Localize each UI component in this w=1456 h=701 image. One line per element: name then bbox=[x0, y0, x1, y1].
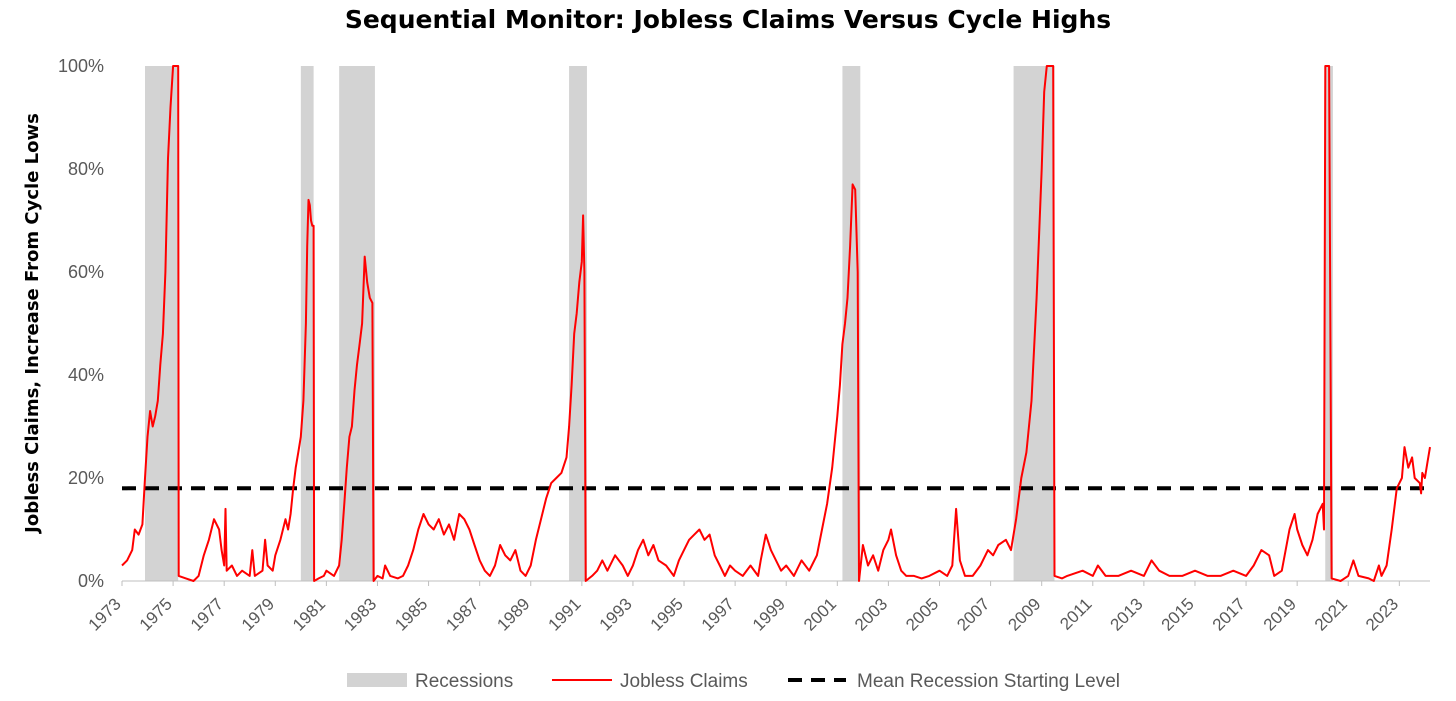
recession-band-5 bbox=[1013, 66, 1055, 581]
x-tick-label-20: 2013 bbox=[1107, 594, 1147, 634]
recession-bands bbox=[144, 66, 1333, 581]
x-tick-label-12: 1997 bbox=[698, 594, 738, 634]
x-tick-label-23: 2019 bbox=[1260, 594, 1300, 634]
x-tick-label-3: 1979 bbox=[238, 594, 278, 634]
y-tick-label-1: 20% bbox=[68, 468, 104, 488]
recession-band-0 bbox=[144, 66, 179, 581]
y-tick-label-0: 0% bbox=[78, 571, 104, 591]
legend: Recessions Jobless Claims Mean Recession… bbox=[347, 671, 1120, 692]
x-tick-label-17: 2007 bbox=[953, 594, 993, 634]
recession-band-3 bbox=[569, 66, 587, 581]
x-tick-label-5: 1983 bbox=[340, 594, 380, 634]
x-tick-label-8: 1989 bbox=[493, 594, 533, 634]
x-tick-label-19: 2011 bbox=[1056, 594, 1095, 633]
y-tick-label-5: 100% bbox=[58, 56, 104, 76]
x-tick-label-21: 2015 bbox=[1158, 594, 1198, 634]
x-tick-label-25: 2023 bbox=[1362, 594, 1402, 634]
x-tick-label-16: 2005 bbox=[902, 594, 942, 634]
x-tick-label-4: 1981 bbox=[289, 594, 329, 634]
y-axis-label: Jobless Claims, Increase From Cycle Lows bbox=[22, 113, 43, 535]
x-tick-label-14: 2001 bbox=[800, 594, 840, 634]
legend-label-recessions: Recessions bbox=[415, 671, 513, 692]
x-tick-label-2: 1977 bbox=[187, 594, 227, 634]
x-tick-label-0: 1973 bbox=[85, 594, 125, 634]
x-tick-label-9: 1991 bbox=[544, 594, 584, 634]
x-tick-label-7: 1987 bbox=[442, 594, 482, 634]
x-tick-label-1: 1975 bbox=[136, 594, 176, 634]
legend-label-mean-recession-level: Mean Recession Starting Level bbox=[857, 671, 1120, 692]
y-tick-label-4: 80% bbox=[68, 159, 104, 179]
legend-swatch-recessions bbox=[347, 673, 407, 687]
recession-band-6 bbox=[1325, 66, 1333, 581]
x-tick-label-13: 1999 bbox=[749, 594, 789, 634]
chart-title: Sequential Monitor: Jobless Claims Versu… bbox=[345, 5, 1111, 34]
x-tick-label-24: 2021 bbox=[1311, 594, 1351, 634]
x-tick-label-11: 1995 bbox=[647, 594, 687, 634]
x-tick-label-10: 1993 bbox=[596, 594, 636, 634]
x-tick-label-15: 2003 bbox=[851, 594, 891, 634]
series-layer bbox=[121, 65, 1431, 582]
x-tick-label-6: 1985 bbox=[391, 594, 431, 634]
legend-label-jobless-claims: Jobless Claims bbox=[620, 671, 748, 692]
x-tick-label-22: 2017 bbox=[1209, 594, 1249, 634]
x-tick-label-18: 2009 bbox=[1004, 594, 1044, 634]
y-tick-label-3: 60% bbox=[68, 262, 104, 282]
series-jobless-claims bbox=[121, 65, 1431, 582]
recession-band-1 bbox=[300, 66, 314, 581]
y-tick-label-2: 40% bbox=[68, 365, 104, 385]
